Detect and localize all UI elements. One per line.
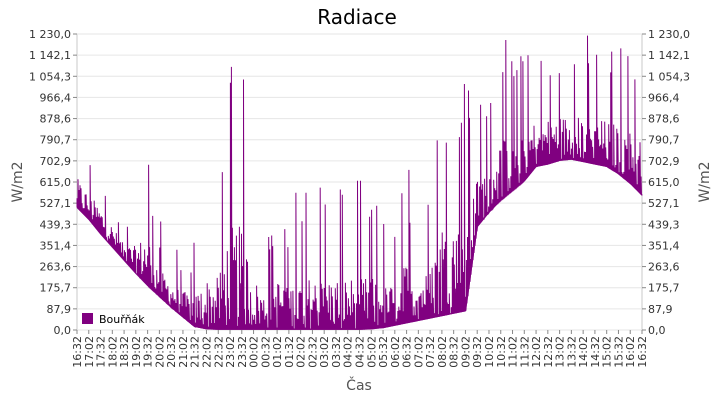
y-tick-label-right: 0,0 — [648, 324, 666, 337]
y-tick-label-left: 702,9 — [40, 155, 72, 168]
x-tick-label: 03:02 — [318, 336, 331, 368]
x-tick-label: 21:02 — [177, 336, 190, 368]
x-tick-label: 14:32 — [589, 336, 602, 368]
y-tick-label-right: 790,7 — [648, 134, 680, 147]
x-tick-label: 19:02 — [130, 336, 143, 368]
x-tick-label: 07:02 — [412, 336, 425, 368]
y-tick-label-right: 702,9 — [648, 155, 680, 168]
y-tick-label-left: 0,0 — [54, 324, 72, 337]
x-tick-label: 15:02 — [601, 336, 614, 368]
x-tick-label: 18:32 — [118, 336, 131, 368]
x-tick-label: 04:02 — [342, 336, 355, 368]
x-tick-label: 23:32 — [236, 336, 249, 368]
x-tick-label: 10:32 — [495, 336, 508, 368]
x-tick-label: 13:02 — [554, 336, 567, 368]
y-tick-label-left: 263,6 — [40, 261, 72, 274]
y-tick-label-right: 1 142,1 — [648, 49, 690, 62]
series-line-bournak — [76, 35, 643, 330]
x-tick-label: 21:32 — [189, 336, 202, 368]
y-tick-label-right: 175,7 — [648, 282, 680, 295]
y-axis-label-right: W/m2 — [697, 161, 713, 202]
x-tick-label: 09:32 — [471, 336, 484, 368]
y-tick-label-right: 1 230,0 — [648, 28, 690, 41]
x-tick-label: 22:02 — [200, 336, 213, 368]
legend-label: Bouřňák — [99, 313, 145, 326]
x-tick-label: 12:02 — [530, 336, 543, 368]
x-tick-label: 07:32 — [424, 336, 437, 368]
y-tick-label-right: 966,4 — [648, 91, 680, 104]
x-tick-label: 16:02 — [624, 336, 637, 368]
x-tick-label: 11:32 — [518, 336, 531, 368]
x-tick-label: 19:32 — [142, 336, 155, 368]
legend-swatch — [82, 313, 93, 324]
x-tick-label: 23:02 — [224, 336, 237, 368]
x-tick-label: 02:32 — [306, 336, 319, 368]
y-tick-label-left: 351,4 — [40, 239, 72, 252]
y-tick-label-left: 878,6 — [40, 113, 72, 126]
x-tick-label: 01:02 — [271, 336, 284, 368]
y-tick-label-right: 1 054,3 — [648, 70, 690, 83]
x-tick-label: 03:32 — [330, 336, 343, 368]
y-tick-label-right: 615,0 — [648, 176, 680, 189]
y-tick-label-left: 966,4 — [40, 91, 72, 104]
x-axis-label: Čas — [346, 376, 372, 394]
x-tick-label: 18:02 — [106, 336, 119, 368]
x-tick-label: 00:32 — [259, 336, 272, 368]
x-tick-label: 08:32 — [448, 336, 461, 368]
y-tick-label-right: 263,6 — [648, 261, 680, 274]
x-tick-label: 02:02 — [295, 336, 308, 368]
x-tick-label: 04:32 — [354, 336, 367, 368]
y-tick-label-right: 527,1 — [648, 197, 680, 210]
y-tick-label-right: 87,9 — [648, 303, 673, 316]
x-tick-label: 06:02 — [389, 336, 402, 368]
y-axis-left: 0,0 87,9 175,7 263,6 351,4 439,3 527,1 615,0 702… — [29, 28, 77, 337]
x-tick-label: 10:02 — [483, 336, 496, 368]
y-tick-label-left: 1 142,1 — [29, 49, 71, 62]
y-tick-label-right: 351,4 — [648, 239, 680, 252]
x-axis: 16:3217:0217:3218:0218:3219:0219:3220:02… — [71, 330, 649, 368]
x-tick-label: 17:02 — [83, 336, 96, 368]
legend: Bouřňák — [82, 313, 145, 326]
y-tick-label-left: 615,0 — [40, 176, 72, 189]
y-tick-label-left: 439,3 — [40, 218, 72, 231]
x-tick-label: 11:02 — [507, 336, 520, 368]
y-axis-label-left: W/m2 — [10, 161, 26, 202]
x-tick-label: 20:02 — [153, 336, 166, 368]
x-tick-label: 16:32 — [71, 336, 84, 368]
y-tick-label-left: 1 230,0 — [29, 28, 71, 41]
x-tick-label: 20:32 — [165, 336, 178, 368]
y-tick-label-left: 175,7 — [40, 282, 72, 295]
chart-title: Radiace — [317, 5, 397, 29]
y-tick-label-left: 1 054,3 — [29, 70, 71, 83]
x-tick-label: 05:02 — [365, 336, 378, 368]
x-tick-label: 14:02 — [577, 336, 590, 368]
x-tick-label: 17:32 — [95, 336, 108, 368]
x-tick-label: 12:32 — [542, 336, 555, 368]
y-tick-label-right: 878,6 — [648, 113, 680, 126]
x-tick-label: 15:32 — [612, 336, 625, 368]
series-baseline-bournak — [76, 158, 643, 330]
y-tick-label-left: 527,1 — [40, 197, 72, 210]
x-tick-label: 05:32 — [377, 336, 390, 368]
x-tick-label: 22:32 — [212, 336, 225, 368]
y-tick-label-left: 790,7 — [40, 134, 72, 147]
y-axis-right: 0,0 87,9 175,7 263,6 351,4 439,3 527,1 615,0 702… — [642, 28, 690, 337]
y-tick-label-right: 439,3 — [648, 218, 680, 231]
x-tick-label: 08:02 — [436, 336, 449, 368]
y-tick-label-left: 87,9 — [47, 303, 72, 316]
x-tick-label: 06:32 — [401, 336, 414, 368]
x-tick-label: 16:32 — [636, 336, 649, 368]
x-tick-label: 00:02 — [248, 336, 261, 368]
x-tick-label: 09:02 — [459, 336, 472, 368]
x-tick-label: 13:32 — [565, 336, 578, 368]
series-area — [76, 35, 643, 330]
x-tick-label: 01:32 — [283, 336, 296, 368]
